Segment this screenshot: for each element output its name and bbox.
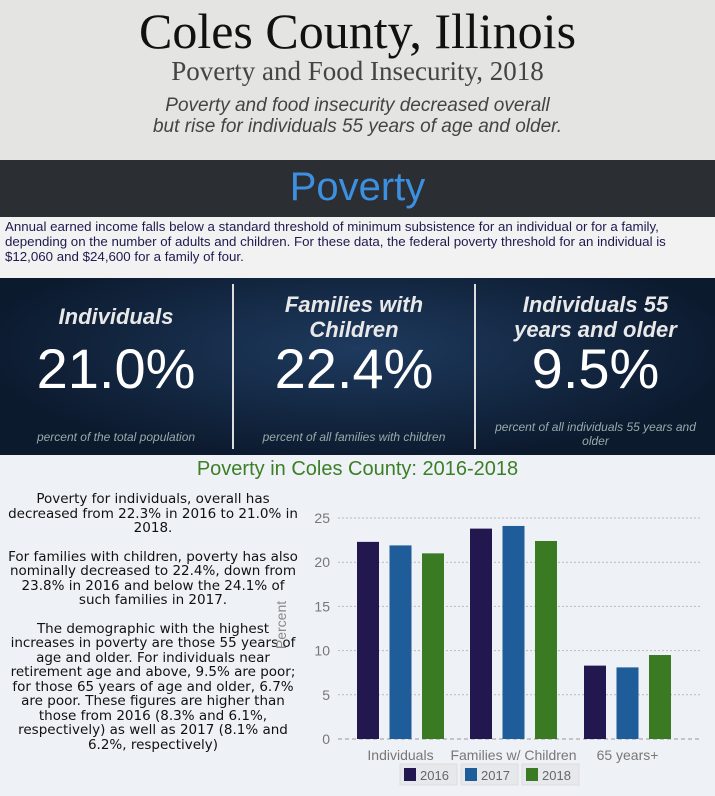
legend-label: 2018 xyxy=(542,768,571,783)
legend-swatch xyxy=(465,768,477,781)
bar-chart: 0 5 10 15 20 25 Percent Individuals Families w/ … xyxy=(273,510,700,786)
y-tick-label: 20 xyxy=(314,554,330,570)
section-title: Poverty xyxy=(289,165,426,209)
legend-label: 2017 xyxy=(481,768,510,783)
x-tick-label: Families w/ Children xyxy=(450,747,576,763)
bar-2018 xyxy=(649,655,671,739)
divider xyxy=(232,284,234,449)
page-subtitle: Poverty and Food Insecurity, 2018 xyxy=(171,56,544,86)
chart-title: Poverty in Coles County: 2016-2018 xyxy=(196,458,519,480)
x-tick-label: 65 years+ xyxy=(597,747,659,763)
stat-note: percent of the total population xyxy=(36,430,196,444)
bar-2016 xyxy=(357,541,379,739)
tagline-line: but rise for individuals 55 years of age… xyxy=(152,116,563,137)
tagline-line: Poverty and food insecurity decreased ov… xyxy=(165,95,550,116)
bar-2017 xyxy=(616,667,639,739)
divider xyxy=(474,284,476,449)
paragraph: For families with children, poverty has … xyxy=(8,548,298,608)
bar-2016 xyxy=(470,528,492,739)
stat-note: percent of all families with children xyxy=(262,430,446,444)
y-tick-label: 15 xyxy=(314,598,330,614)
bar-2018 xyxy=(535,540,557,739)
stat-value: 9.5% xyxy=(531,337,660,400)
stat-label: Families with Children xyxy=(284,292,424,342)
y-axis-label: Percent xyxy=(273,601,289,649)
header: Coles County, Illinois Poverty and Food … xyxy=(0,0,715,160)
stat-individuals: Individuals 21.0% percent of the total p… xyxy=(0,278,232,455)
stat-55-plus: Individuals 55 years and older 9.5% perc… xyxy=(476,278,715,455)
stat-value: 21.0% xyxy=(36,337,196,400)
legend-swatch xyxy=(404,768,416,781)
legend-label: 2016 xyxy=(420,768,449,783)
summary-text: Poverty for individuals, overall has dec… xyxy=(8,492,298,766)
y-tick-label: 25 xyxy=(314,510,330,526)
y-tick-label: 0 xyxy=(322,731,330,747)
tagline: Poverty and food insecurity decreased ov… xyxy=(0,95,715,137)
chart-section: Poverty in Coles County: 2016-2018 Pover… xyxy=(0,455,715,796)
page-title: Coles County, Illinois xyxy=(138,3,577,59)
bar-2017 xyxy=(389,545,412,739)
section-description: Annual earned income falls below a stand… xyxy=(0,217,715,278)
stat-note: percent of all individuals 55 years and … xyxy=(495,420,696,448)
paragraph: Poverty for individuals, overall has dec… xyxy=(8,491,298,536)
bar-2017 xyxy=(502,525,525,739)
stat-value: 22.4% xyxy=(274,337,434,400)
bar-2018 xyxy=(422,553,444,739)
legend-swatch xyxy=(526,768,538,781)
bar-2016 xyxy=(584,665,606,739)
x-tick-label: Individuals xyxy=(367,747,433,763)
stat-label: Individuals xyxy=(58,304,174,329)
y-tick-label: 5 xyxy=(322,687,330,703)
stat-label: Individuals 55 years and older xyxy=(514,292,677,342)
paragraph: The demographic with the highest increas… xyxy=(10,620,296,753)
stats-panel: Individuals 21.0% percent of the total p… xyxy=(0,278,715,455)
stat-families: Families with Children 22.4% percent of … xyxy=(234,278,474,455)
y-tick-label: 10 xyxy=(314,643,330,659)
section-band: Poverty xyxy=(0,160,715,217)
